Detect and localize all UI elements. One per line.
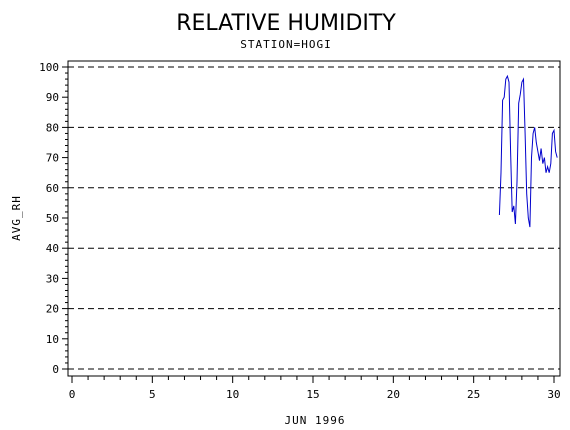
plot-frame [67,60,561,377]
x-tick-label-10: 10 [226,388,239,401]
y-tick-label-80: 80 [46,121,59,134]
y-tick-label-0: 0 [52,363,59,376]
x-tick-label-30: 30 [547,388,560,401]
y-tick-label-50: 50 [46,212,59,225]
y-tick-label-100: 100 [39,61,59,74]
chart-title: RELATIVE HUMIDITY [176,11,396,36]
y-tick-label-40: 40 [46,242,59,255]
y-tick-label-20: 20 [46,303,59,316]
x-tick-label-0: 0 [69,388,76,401]
y-axis-label: AVG_RH [10,195,23,241]
y-tick-label-70: 70 [46,152,59,165]
series-layer [498,74,558,228]
x-axis-label: JUN 1996 [285,414,346,427]
y-tick-label-30: 30 [46,272,59,285]
x-tick-label-20: 20 [387,388,400,401]
gridlines [68,66,560,370]
axes: 0 10 20 30 40 50 60 70 80 90 100 0 5 10 15 20 25 30 [39,60,561,401]
series-line-0 [498,74,558,228]
y-tick-label-10: 10 [46,333,59,346]
x-tick-label-25: 25 [467,388,480,401]
y-tick-label-90: 90 [46,91,59,104]
x-tick-label-5: 5 [149,388,156,401]
x-tick-label-15: 15 [306,388,319,401]
y-tick-label-60: 60 [46,182,59,195]
chart-subtitle: STATION=HOGI [240,38,331,51]
